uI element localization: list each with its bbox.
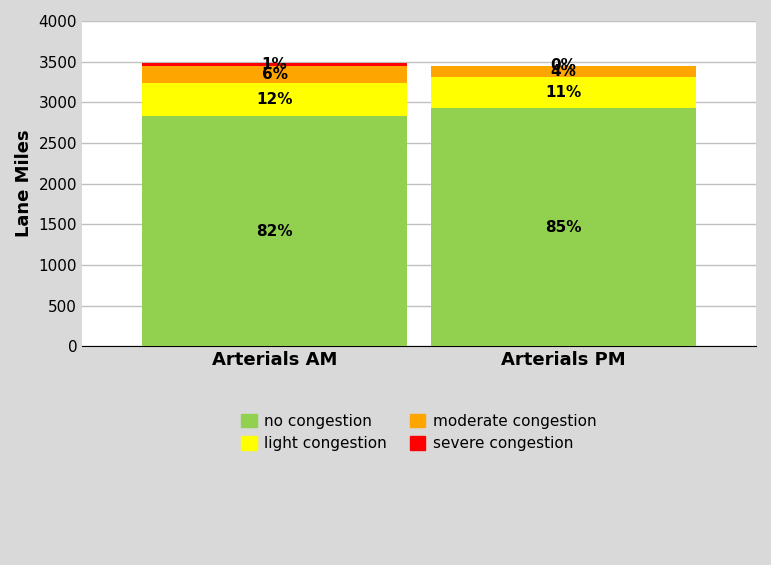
Bar <box>142 63 407 66</box>
Bar <box>142 82 407 116</box>
Text: 82%: 82% <box>256 224 293 239</box>
Bar <box>431 66 695 77</box>
Text: 4%: 4% <box>550 64 577 79</box>
Bar <box>142 116 407 346</box>
Legend: no congestion, light congestion, moderate congestion, severe congestion: no congestion, light congestion, moderat… <box>234 406 604 459</box>
Text: 1%: 1% <box>261 57 288 72</box>
Text: 0%: 0% <box>550 58 577 73</box>
Bar <box>142 66 407 82</box>
Text: 12%: 12% <box>256 92 293 107</box>
Text: 85%: 85% <box>545 220 581 234</box>
Text: 6%: 6% <box>261 67 288 81</box>
Y-axis label: Lane Miles: Lane Miles <box>15 130 33 237</box>
Text: 11%: 11% <box>545 85 581 100</box>
Bar <box>431 77 695 108</box>
Bar <box>431 108 695 346</box>
